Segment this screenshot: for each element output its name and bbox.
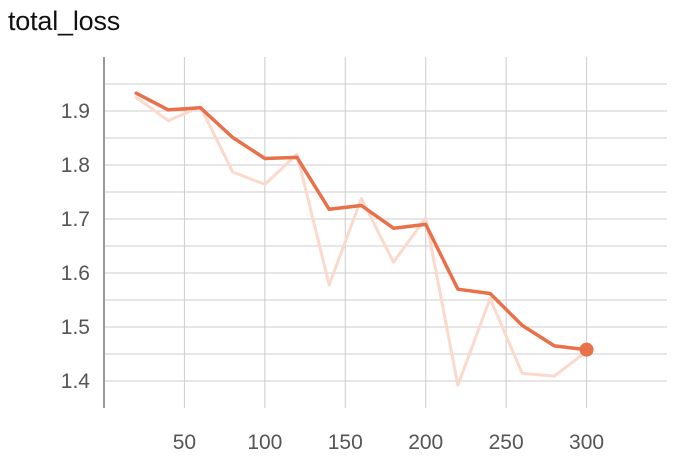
x-tick-label: 100 bbox=[247, 431, 282, 454]
y-tick-label: 1.8 bbox=[61, 154, 90, 177]
x-tick-label: 200 bbox=[408, 431, 443, 454]
y-tick-label: 1.4 bbox=[61, 370, 91, 393]
x-tick-label: 150 bbox=[328, 431, 363, 454]
x-tick-label: 50 bbox=[173, 431, 196, 454]
y-tick-label: 1.7 bbox=[61, 208, 90, 231]
smoothed-loss-line bbox=[134, 91, 589, 352]
chart-title: total_loss bbox=[8, 6, 121, 36]
x-tick-label: 250 bbox=[489, 431, 524, 454]
y-tick-label: 1.6 bbox=[61, 262, 90, 285]
y-tick-label: 1.9 bbox=[61, 100, 90, 123]
last-point-marker bbox=[579, 342, 594, 357]
x-tick-label: 300 bbox=[569, 431, 604, 454]
y-tick-label: 1.5 bbox=[61, 316, 90, 339]
raw-loss-line bbox=[134, 96, 589, 387]
